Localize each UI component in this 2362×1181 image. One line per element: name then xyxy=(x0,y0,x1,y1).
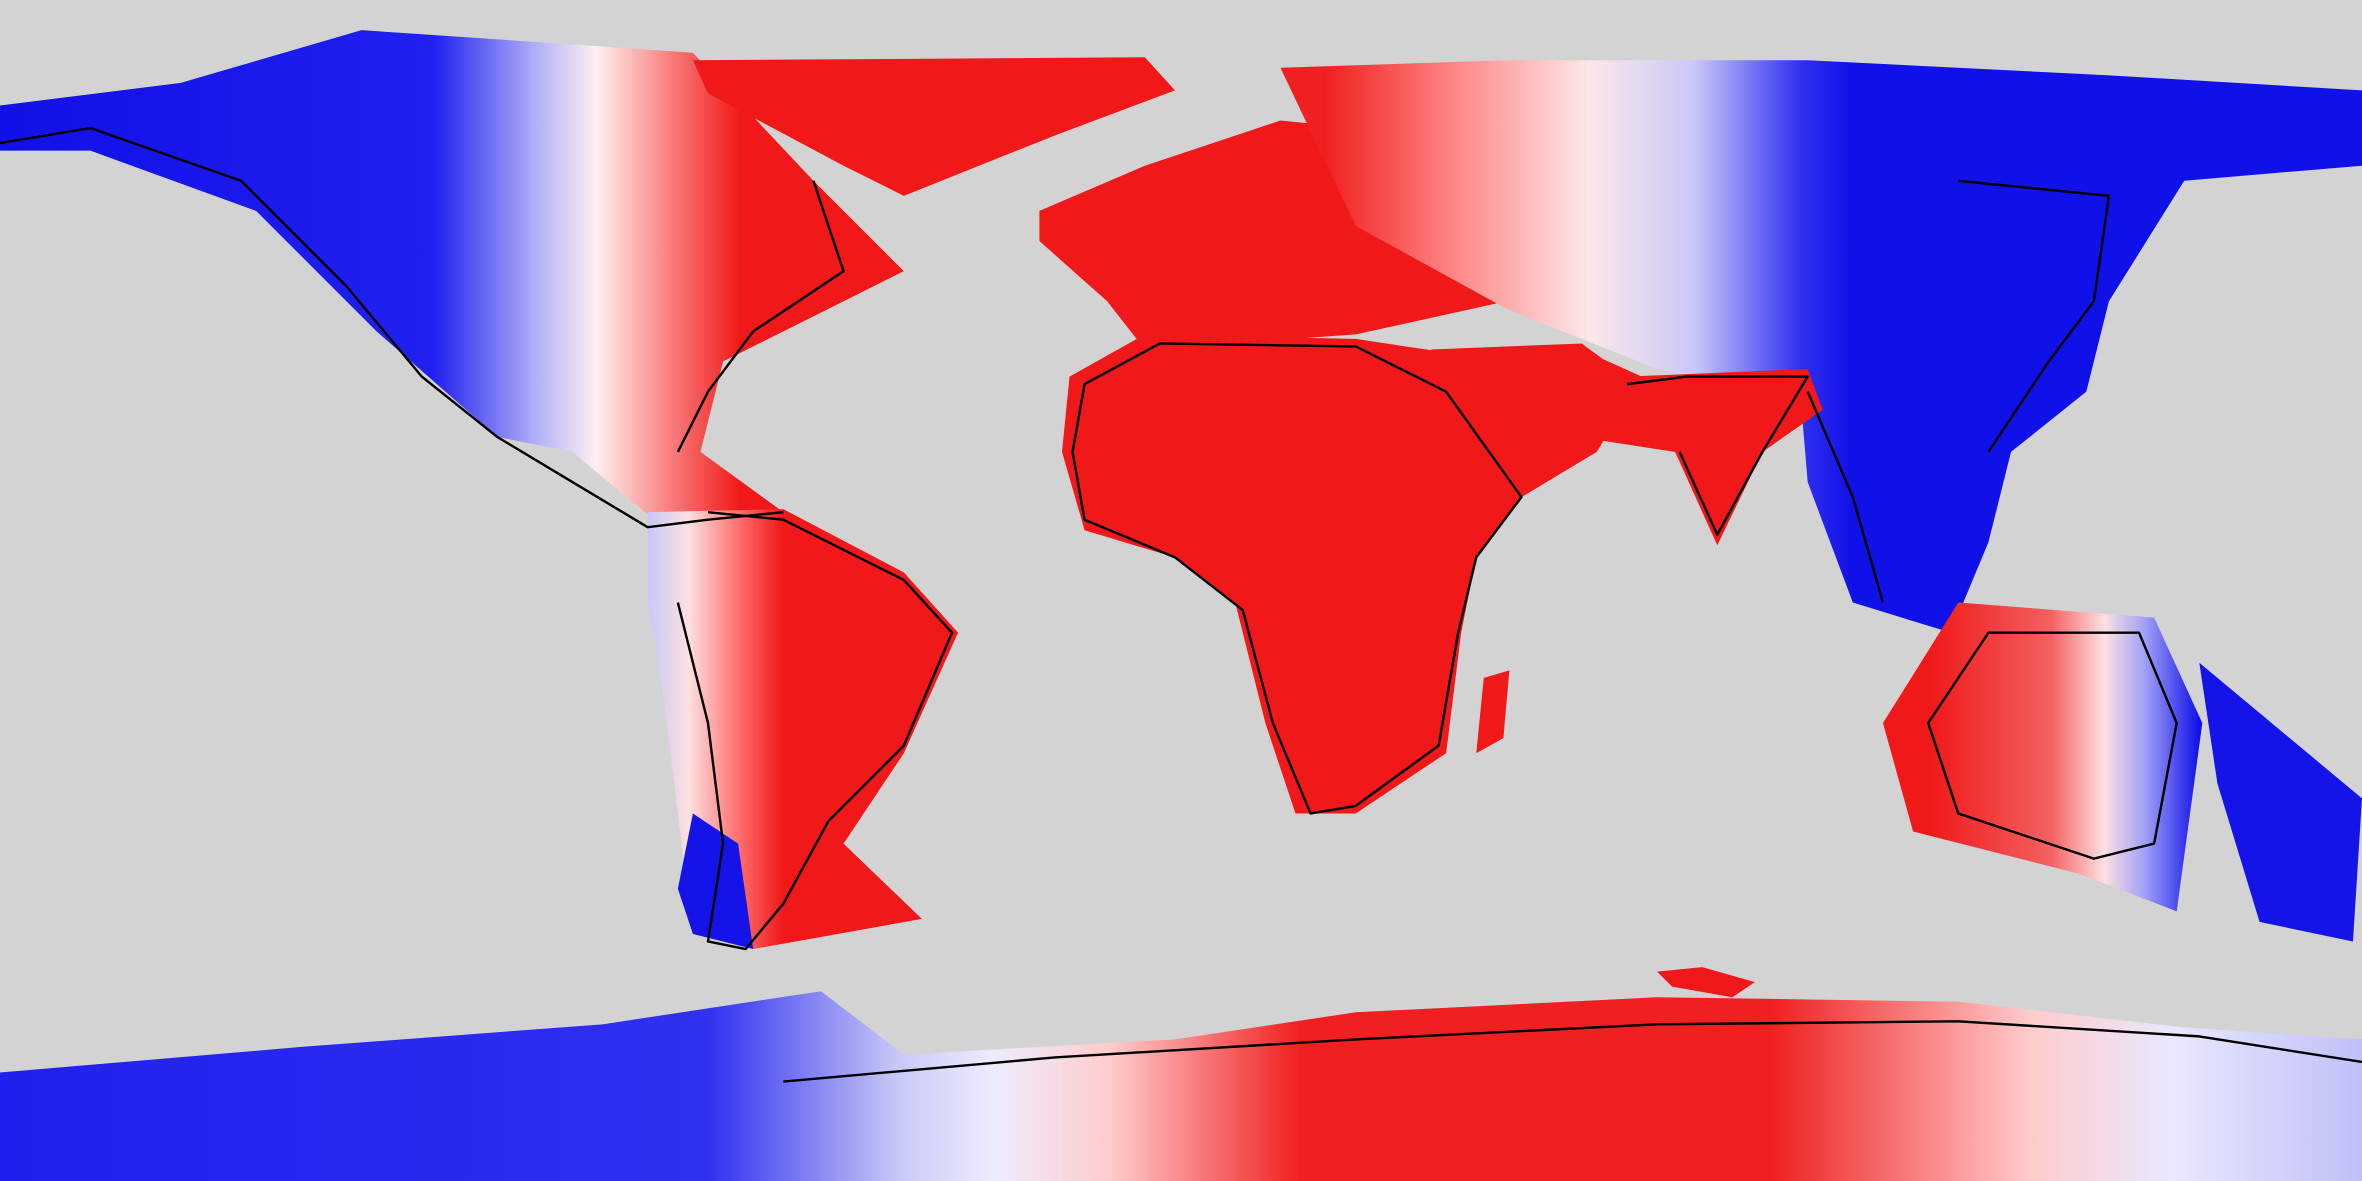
australia xyxy=(1882,602,2203,912)
antarctica xyxy=(0,991,2362,1181)
asia xyxy=(1280,60,2362,633)
africa xyxy=(1061,334,1642,814)
madagascar xyxy=(1476,670,1510,754)
greenland xyxy=(692,57,1175,196)
new-zealand xyxy=(2199,662,2362,942)
coastline xyxy=(1071,342,1523,815)
arabia-india xyxy=(1431,343,1823,546)
kerguelen xyxy=(1657,967,1755,998)
coastline xyxy=(783,631,2362,1083)
coastline xyxy=(1626,179,2111,603)
coastline xyxy=(676,510,954,951)
patagonia xyxy=(677,813,754,950)
coastline xyxy=(0,126,845,529)
north-america xyxy=(0,30,904,528)
